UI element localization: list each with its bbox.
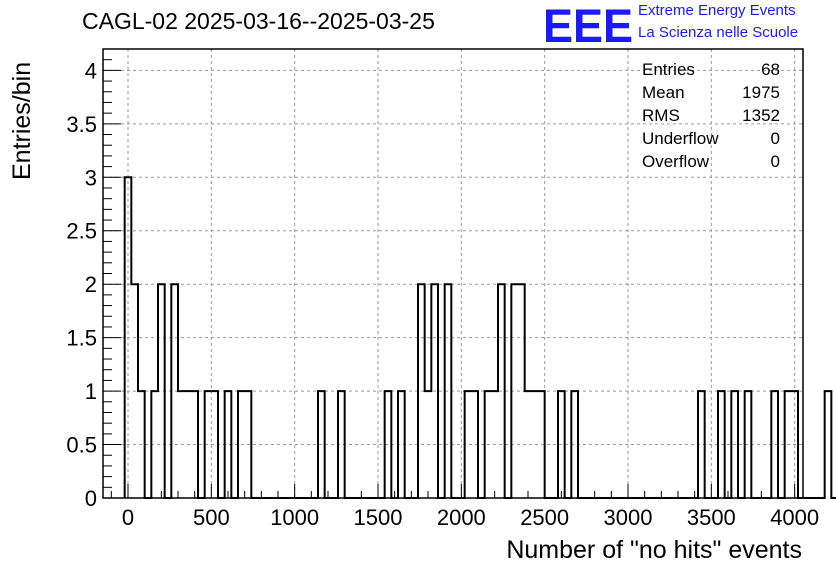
- stat-value: 1352: [742, 106, 780, 125]
- logo-line-1: Extreme Energy Events: [638, 2, 796, 19]
- logo-line-2: La Scienza nelle Scuole: [638, 24, 799, 41]
- stat-row-underflow: Underflow 0: [642, 127, 780, 150]
- stat-label: Mean: [642, 83, 685, 102]
- grid-lines: [103, 49, 803, 499]
- y-tick-label: 1: [85, 379, 97, 404]
- y-tick-label: 0: [85, 486, 97, 511]
- x-axis-label: Number of "no hits" events: [506, 536, 802, 564]
- x-tick-label: 0: [122, 505, 134, 530]
- y-tick-label: 2: [85, 272, 97, 297]
- stat-value: 1975: [742, 83, 780, 102]
- plot-frame: [102, 48, 804, 499]
- stat-value: 0: [770, 129, 780, 148]
- eee-logo: EEE: [543, 2, 633, 46]
- x-tick-label: 4000: [770, 505, 819, 530]
- x-tick-label: 1000: [270, 505, 319, 530]
- y-tick-label: 4: [85, 58, 97, 83]
- stat-row-rms: RMS 1352: [642, 104, 780, 127]
- stat-row-overflow: Overflow 0: [642, 150, 780, 173]
- y-axis-label: Entries/bin: [8, 61, 36, 180]
- y-tick-label: 3.5: [66, 112, 97, 137]
- stat-value: 68: [761, 60, 780, 79]
- stat-row-mean: Mean 1975: [642, 81, 780, 104]
- x-tick-label: 3000: [604, 505, 653, 530]
- histogram-outline: [123, 176, 836, 499]
- x-tick-label: 1500: [354, 505, 403, 530]
- stat-label: Underflow: [642, 129, 719, 148]
- y-tick-label: 1.5: [66, 326, 97, 351]
- x-tick-label: 2500: [520, 505, 569, 530]
- stats-box: Entries 68 Mean 1975 RMS 1352 Underflow …: [642, 58, 780, 173]
- stat-label: RMS: [642, 106, 680, 125]
- chart-title: CAGL-02 2025-03-16--2025-03-25: [82, 8, 435, 34]
- stat-label: Overflow: [642, 152, 710, 171]
- y-tick-label: 2.5: [66, 219, 97, 244]
- x-tick-label: 2000: [437, 505, 486, 530]
- x-tick-label: 3500: [687, 505, 736, 530]
- x-tick-label: 500: [193, 505, 230, 530]
- y-tick-label: 0.5: [66, 433, 97, 458]
- tick-labels: 0 500 1000 1500 2000 2500 3000 3500 4000 0 0.5 1 1.5…: [66, 58, 819, 530]
- stat-row-entries: Entries 68: [642, 58, 780, 81]
- y-tick-label: 3: [85, 165, 97, 190]
- eee-logo-mark: EEE: [543, 2, 633, 46]
- stat-value: 0: [770, 152, 780, 171]
- stat-label: Entries: [642, 60, 695, 79]
